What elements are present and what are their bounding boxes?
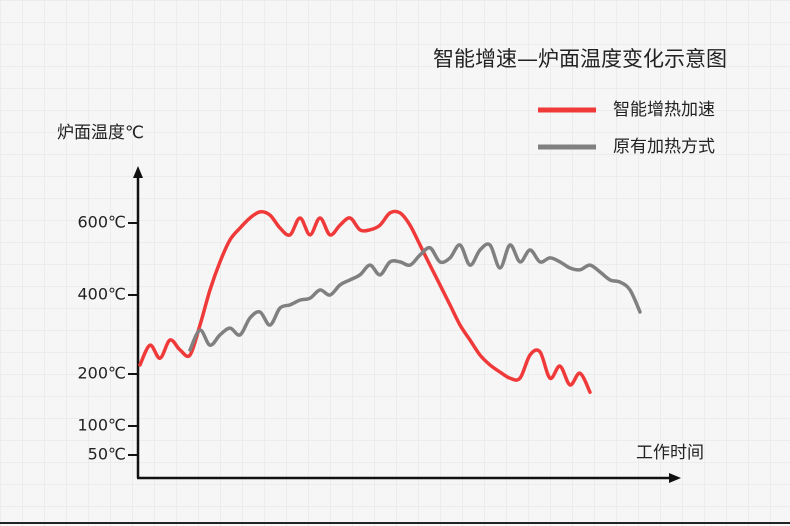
x-axis-arrow	[669, 473, 681, 483]
y-tick-label: 100℃	[77, 416, 126, 435]
y-tick-label: 600℃	[77, 213, 126, 232]
x-axis-label: 工作时间	[636, 443, 704, 463]
y-tick-label: 50℃	[88, 445, 126, 464]
chart-title: 智能增速—炉面温度变化示意图	[433, 47, 727, 71]
legend-label: 原有加热方式	[613, 137, 715, 157]
y-axis-arrow	[133, 166, 143, 178]
y-tick-label: 200℃	[77, 364, 126, 383]
series-line	[188, 242, 642, 352]
legend-label: 智能增热加速	[613, 100, 715, 120]
y-axis-label: 炉面温度℃	[57, 123, 144, 143]
series-line	[138, 209, 592, 394]
y-tick-label: 400℃	[77, 285, 126, 304]
